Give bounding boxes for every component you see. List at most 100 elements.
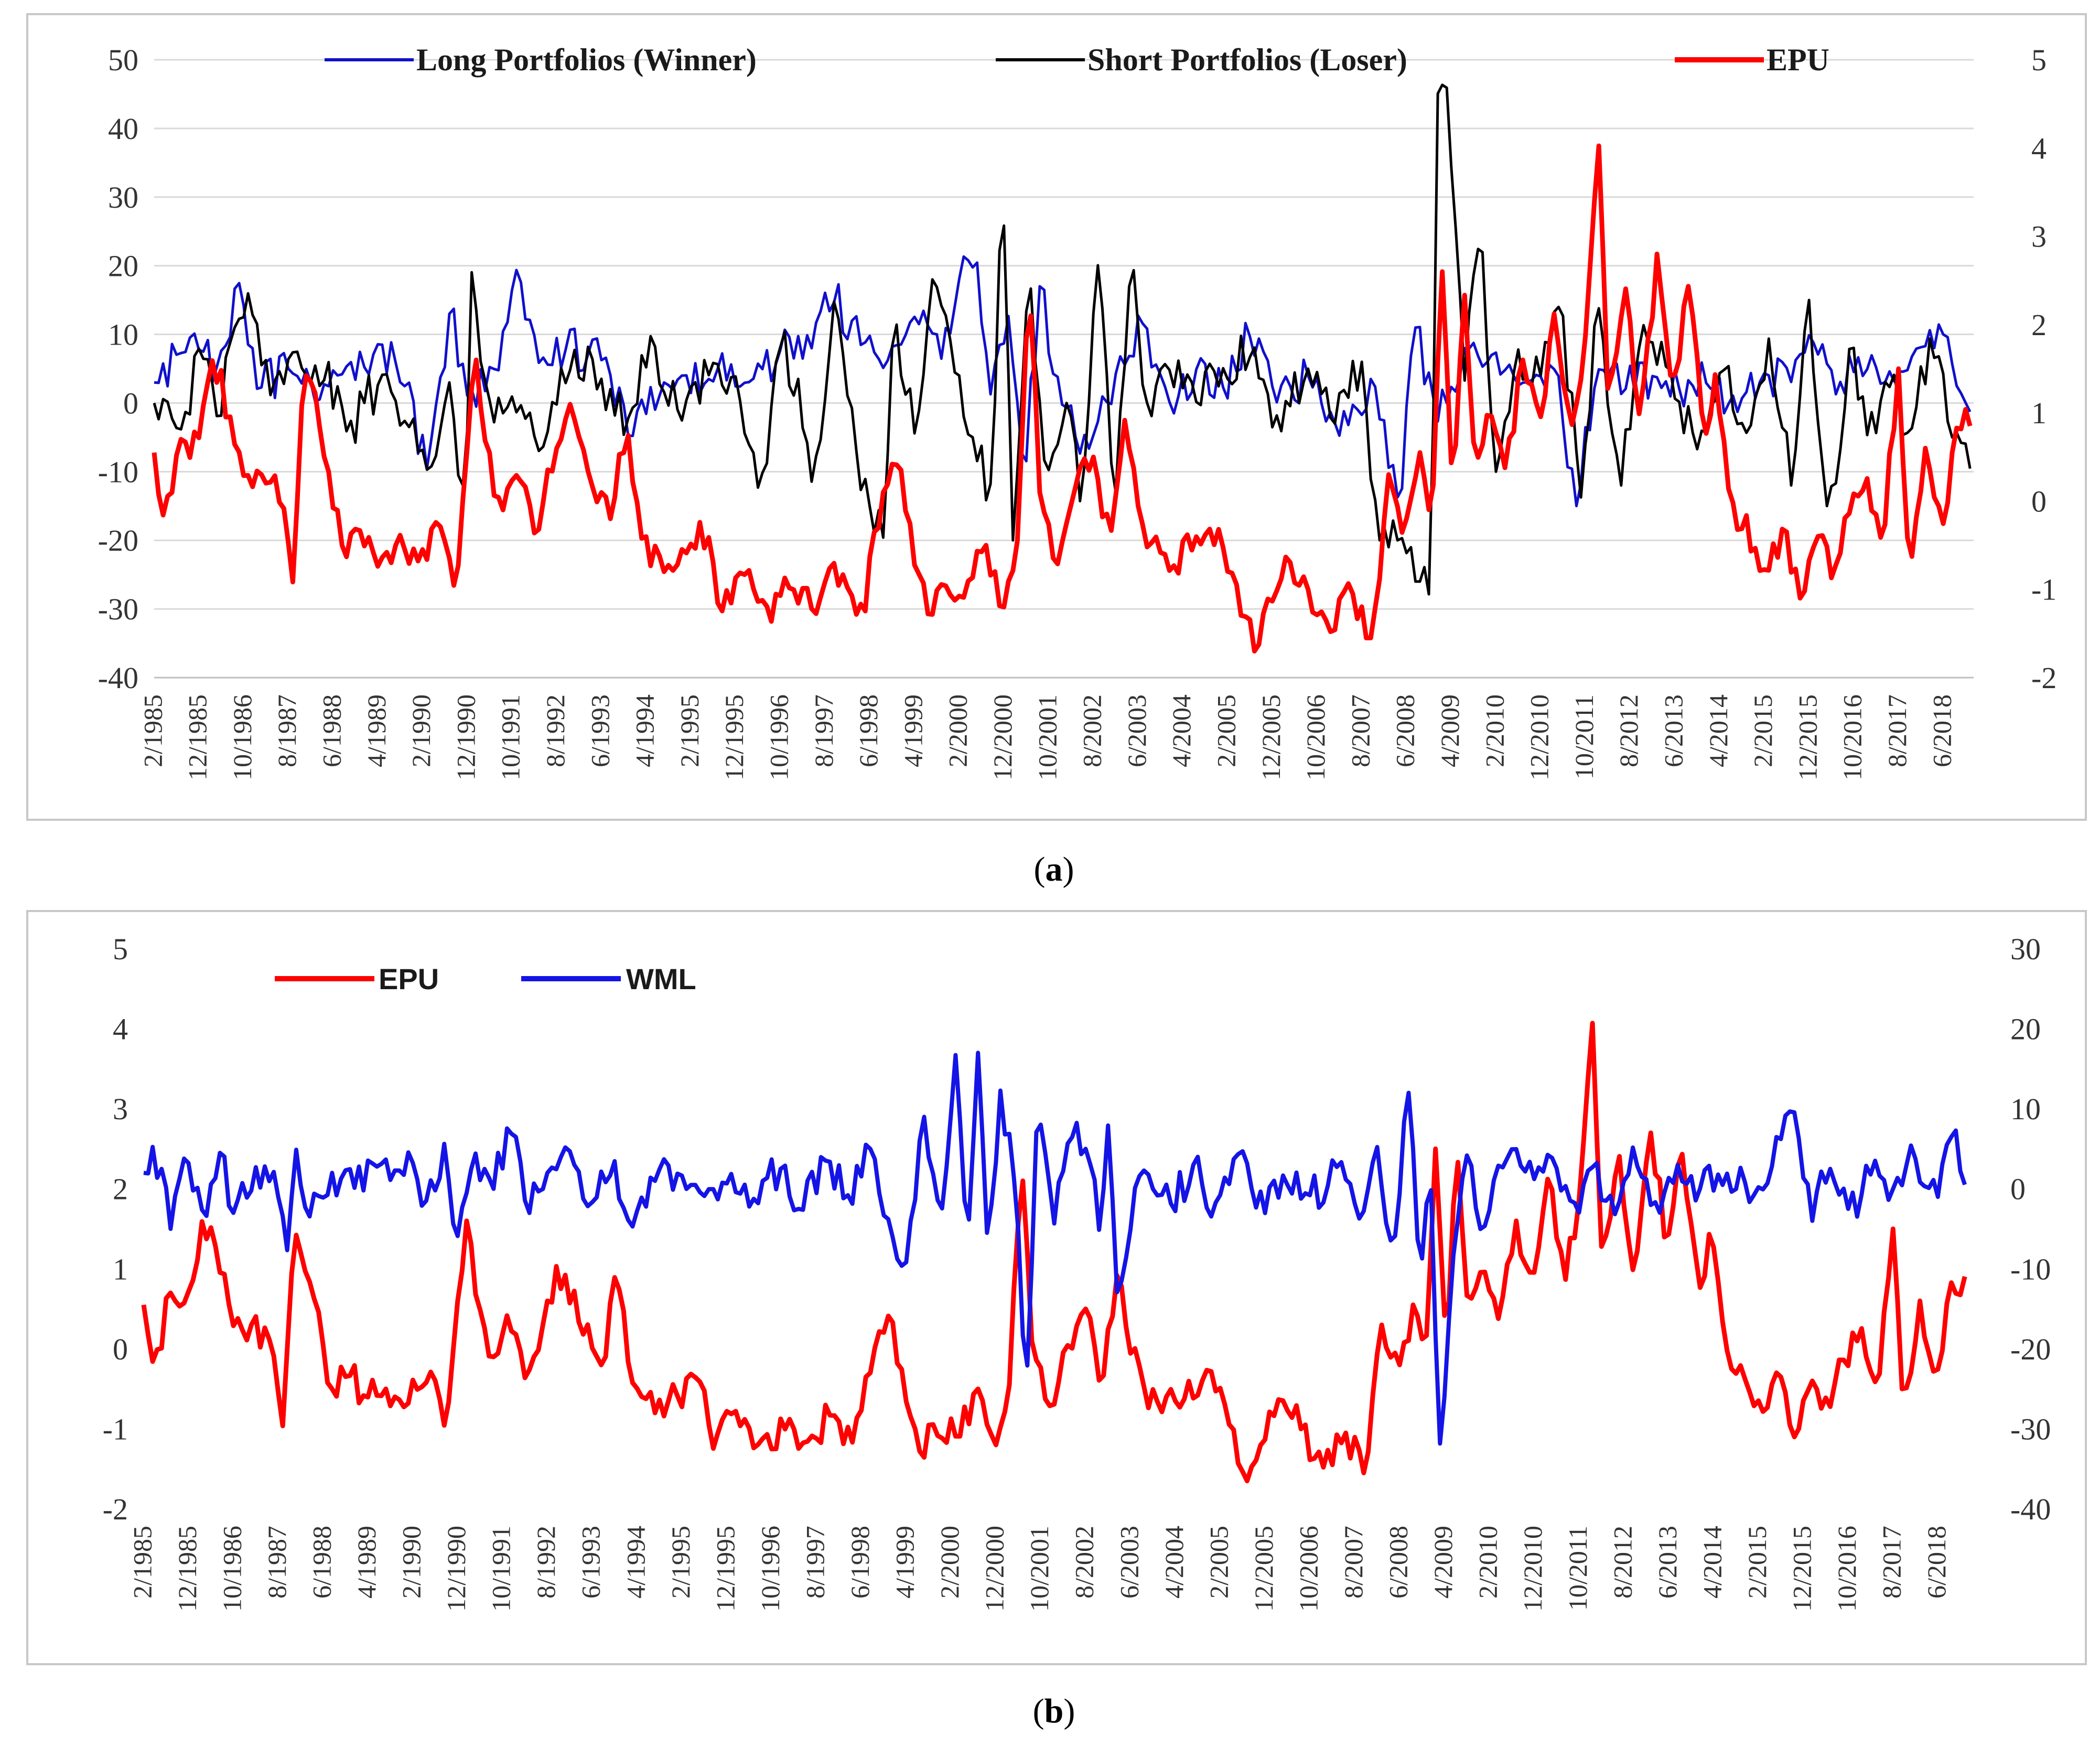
- x-tick-label: 2/1990: [397, 1526, 426, 1599]
- x-tick-label: 4/2004: [1159, 1526, 1189, 1599]
- x-tick-label: 10/2016: [1838, 694, 1867, 780]
- caption-a: (a): [1033, 850, 1074, 888]
- x-tick-label: 12/1990: [441, 1526, 471, 1612]
- x-tick-label: 4/1989: [352, 1526, 381, 1599]
- x-tick-label: 6/2018: [1922, 1526, 1951, 1599]
- x-tick-label: 12/2005: [1249, 1526, 1278, 1612]
- x-tick-label: 8/2007: [1345, 694, 1375, 767]
- right-tick-label: -1: [2031, 573, 2056, 607]
- chart-panel-a: 50 40 30 20 10 0 -10 -20 -30 -40 5 4 3 2 1 0 -1 -2 2/198…: [26, 13, 2087, 821]
- x-tick-label: 12/1995: [710, 1526, 740, 1612]
- x-tick-label: 12/2010: [1518, 1526, 1547, 1612]
- legend-label-wml: WML: [626, 962, 696, 995]
- x-tick-label: 10/2006: [1294, 1526, 1323, 1612]
- left-tick-label: 50: [108, 43, 138, 77]
- legend-label-epu-b: EPU: [379, 962, 439, 995]
- chart-panel-b: 5 4 3 2 1 0 -1 -2 30 20 10 0 -10 -20 -30 -40 2/1985 12/…: [26, 910, 2087, 1665]
- x-tick-label: 6/2003: [1122, 694, 1151, 767]
- right-tick-label: -40: [2010, 1492, 2051, 1526]
- left-tick-label: 0: [123, 386, 138, 420]
- x-tick-label: 4/1999: [898, 694, 928, 767]
- chart-b-right-axis: 30 20 10 0 -10 -20 -30 -40: [2010, 932, 2051, 1526]
- x-tick-label: 2/1985: [138, 694, 167, 767]
- x-tick-label: 8/1987: [262, 1526, 292, 1599]
- right-tick-label: 0: [2010, 1172, 2026, 1206]
- x-tick-label: 6/1998: [854, 694, 883, 767]
- caption-a-letter: a: [1045, 850, 1063, 888]
- left-tick-label: 40: [108, 112, 138, 146]
- x-tick-label: 2/2005: [1211, 694, 1241, 767]
- left-tick-label: 3: [113, 1092, 128, 1126]
- right-tick-label: -30: [2010, 1412, 2051, 1446]
- caption-b: (b): [1032, 1692, 1075, 1730]
- x-tick-label: 10/1991: [496, 694, 525, 780]
- series-line-epu: [141, 1021, 1967, 1484]
- right-tick-label: 2: [2031, 308, 2047, 342]
- x-tick-label: 12/2015: [1793, 694, 1822, 780]
- x-tick-label: 10/2001: [1025, 1526, 1054, 1612]
- x-tick-label: 8/1997: [809, 694, 838, 767]
- x-tick-label: 8/2007: [1339, 1526, 1368, 1599]
- x-tick-label: 2/2010: [1480, 694, 1509, 767]
- x-tick-label: 6/1998: [845, 1526, 875, 1599]
- x-tick-label: 12/1995: [719, 694, 749, 780]
- left-tick-label: 30: [108, 180, 138, 215]
- x-tick-label: 10/1996: [756, 1526, 785, 1612]
- right-tick-label: 10: [2010, 1092, 2041, 1126]
- chart-a-right-axis: 5 4 3 2 1 0 -1 -2: [2031, 43, 2056, 695]
- x-tick-label: 2/1995: [666, 1526, 695, 1599]
- left-tick-label: 10: [108, 318, 138, 352]
- right-tick-label: 5: [2031, 43, 2047, 77]
- x-tick-label: 6/1988: [317, 694, 346, 767]
- x-tick-label: 8/1992: [541, 694, 570, 767]
- x-tick-label: 6/2018: [1927, 694, 1956, 767]
- x-tick-label: 2/2015: [1748, 694, 1778, 767]
- x-tick-label: 2/2000: [943, 694, 973, 767]
- chart-a-series-group: [152, 83, 1973, 654]
- right-tick-label: 20: [2010, 1012, 2041, 1046]
- x-tick-label: 10/2011: [1569, 694, 1599, 779]
- series-line-epu: [152, 143, 1973, 654]
- x-tick-label: 8/1997: [800, 1526, 830, 1599]
- series-line-wml: [143, 1051, 1967, 1446]
- x-tick-label: 6/1993: [576, 1526, 606, 1599]
- x-tick-label: 12/2015: [1787, 1526, 1816, 1612]
- x-tick-label: 10/1996: [764, 694, 793, 780]
- left-tick-label: 1: [113, 1252, 128, 1286]
- left-tick-label: -20: [98, 523, 138, 558]
- left-tick-label: -10: [98, 455, 138, 489]
- x-tick-label: 6/1993: [585, 694, 615, 767]
- x-tick-label: 6/2003: [1114, 1526, 1144, 1599]
- x-tick-label: 8/2012: [1608, 1526, 1637, 1599]
- x-tick-label: 10/2011: [1563, 1526, 1592, 1611]
- x-tick-label: 10/2016: [1832, 1526, 1861, 1612]
- x-tick-label: 2/1995: [675, 694, 704, 767]
- left-tick-label: 20: [108, 249, 138, 283]
- chart-a-legend: Long Portfolios (Winner) Short Portfolio…: [325, 42, 1829, 77]
- legend-label-long: Long Portfolios (Winner): [416, 42, 757, 77]
- x-tick-label: 4/2009: [1435, 694, 1464, 767]
- right-tick-label: 1: [2031, 396, 2047, 430]
- right-tick-label: -2: [2031, 661, 2056, 695]
- x-tick-label: 4/1999: [890, 1526, 920, 1599]
- x-tick-label: 4/1989: [362, 694, 391, 767]
- left-tick-label: 2: [113, 1172, 128, 1206]
- x-tick-label: 8/1987: [272, 694, 301, 767]
- x-tick-label: 6/2008: [1384, 1526, 1413, 1599]
- x-tick-label: 4/2014: [1697, 1526, 1727, 1599]
- x-tick-label: 8/2002: [1070, 1526, 1099, 1599]
- x-tick-label: 4/2014: [1704, 694, 1733, 767]
- right-tick-label: -10: [2010, 1252, 2051, 1286]
- right-tick-label: 30: [2010, 932, 2041, 966]
- right-tick-label: -20: [2010, 1332, 2051, 1366]
- legend-label-epu: EPU: [1767, 42, 1829, 77]
- x-tick-label: 10/2001: [1032, 694, 1062, 780]
- legend-label-short: Short Portfolios (Loser): [1087, 42, 1407, 77]
- series-line-long-portfolios-winner: [154, 255, 1972, 508]
- x-tick-label: 12/1985: [173, 1526, 202, 1612]
- x-tick-label: 2/2005: [1204, 1526, 1233, 1599]
- left-tick-label: -30: [98, 592, 138, 626]
- x-tick-label: 8/2012: [1614, 694, 1643, 767]
- x-tick-label: 2/1990: [406, 694, 436, 767]
